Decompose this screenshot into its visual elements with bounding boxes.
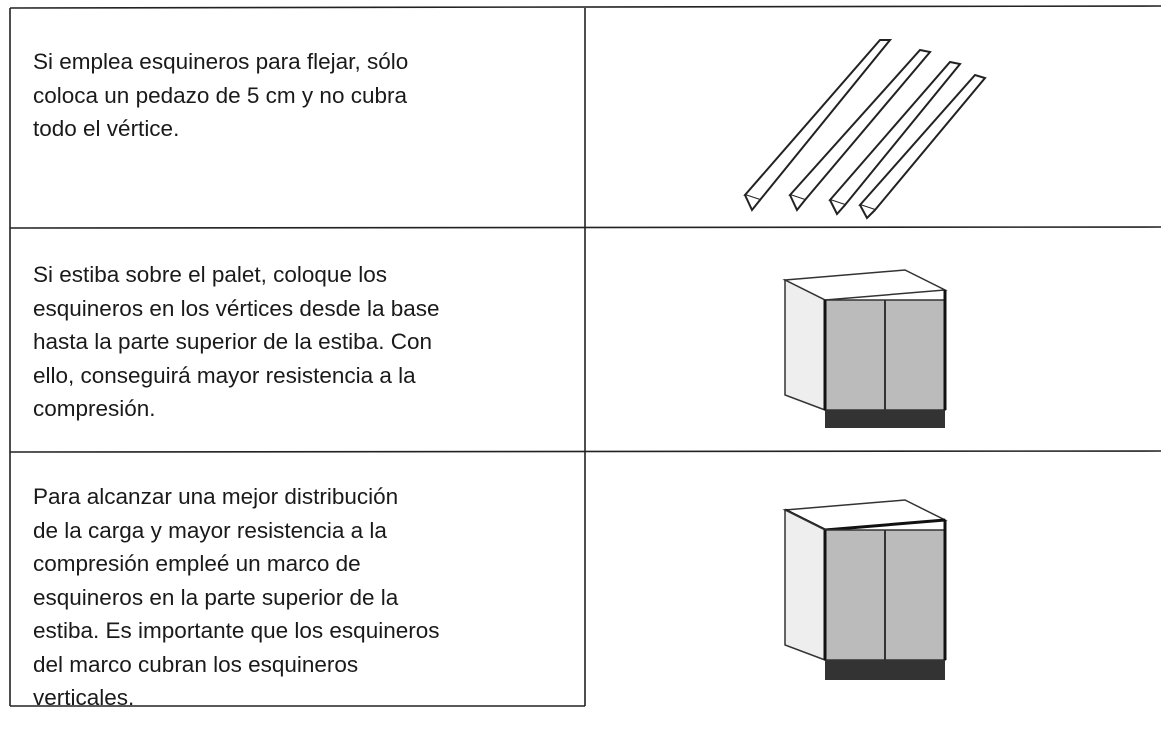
text-line: de la carga y mayor resistencia a la: [33, 517, 387, 543]
text-line: estiba. Es importante que los esquineros: [33, 618, 440, 643]
text-line: hasta la parte superior de la estiba. Co…: [33, 329, 432, 354]
text-line: esquineros en los vértices desde la base: [33, 295, 440, 321]
text-line: coloca un pedazo de 5 cm y no cubra: [33, 82, 407, 108]
text-line: Si estiba sobre el palet, coloque los: [33, 262, 387, 287]
pallet-illustration-1: [782, 269, 948, 428]
text-line: ello, conseguirá mayor resistencia a la: [33, 362, 416, 388]
text-line: compresión empleé un marco de: [33, 551, 361, 576]
row-text: Para alcanzar una mejor distribución de l…: [33, 480, 573, 715]
pallet-illustration-2: [782, 499, 948, 680]
table-borders: [9, 5, 1161, 707]
text-line: Para alcanzar una mejor distribución: [33, 484, 399, 509]
angle-bars-illustration: [743, 39, 987, 220]
text-line: del marco cubran los esquineros: [33, 651, 359, 677]
row-text: Si emplea esquineros para flejar, sólo co…: [33, 45, 573, 146]
text-line: Si emplea esquineros para flejar, sólo: [33, 49, 409, 74]
row-text: Si estiba sobre el palet, coloque los esq…: [33, 258, 573, 426]
text-line: esquineros en la parte superior de la: [33, 584, 399, 610]
text-line: todo el vértice.: [33, 116, 180, 141]
text-line: verticales.: [33, 685, 135, 710]
text-line: compresión.: [33, 396, 156, 421]
